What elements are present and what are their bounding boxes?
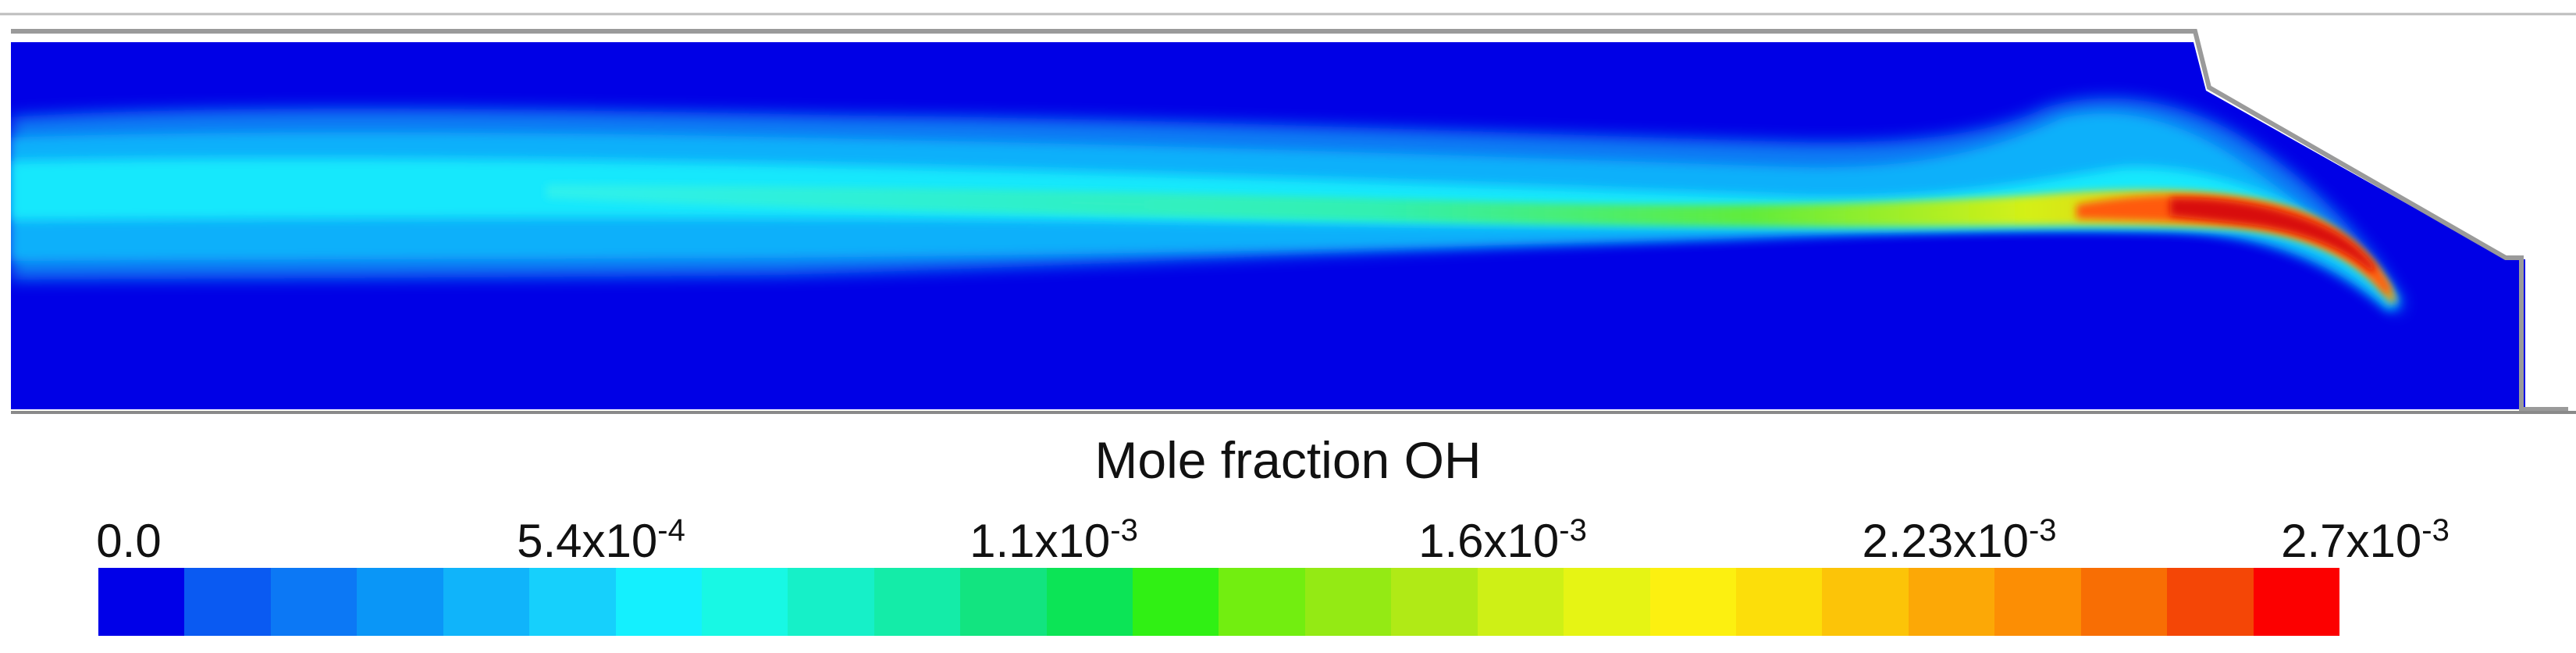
colorbar-swatch — [1822, 568, 1909, 636]
plume-peak-filament — [2076, 195, 2392, 294]
colorbar-swatch — [873, 568, 961, 636]
colorbar-swatch — [98, 568, 185, 636]
colorbar-tick-4: 2.23x10-3 — [1862, 513, 2057, 567]
oh-mole-fraction-contour-plot — [0, 12, 2576, 414]
colorbar-swatch — [1908, 568, 1995, 636]
colorbar-tick-5: 2.7x10-3 — [2281, 513, 2450, 567]
colorbar-swatch — [2080, 568, 2168, 636]
colorbar-swatch — [270, 568, 358, 636]
colorbar-swatch — [1564, 568, 1650, 636]
colorbar-swatch — [357, 568, 443, 636]
plume-peak-core — [2170, 198, 2376, 272]
colorbar-tick-1: 5.4x10-4 — [517, 513, 685, 567]
colorbar-swatch — [1133, 568, 1219, 636]
colorbar-tick-3: 1.6x10-3 — [1418, 513, 1587, 567]
plume-green-band — [546, 184, 2396, 303]
colorbar-swatch — [788, 568, 874, 636]
colorbar-swatch — [1994, 568, 2081, 636]
colorbar — [98, 568, 2339, 636]
colorbar-title: Mole fraction OH — [1094, 431, 1482, 489]
colorbar-swatch — [615, 568, 702, 636]
colorbar-swatch — [2167, 568, 2254, 636]
colorbar-swatch — [529, 568, 616, 636]
colorbar-swatch — [1304, 568, 1392, 636]
colorbar-swatch — [1736, 568, 1823, 636]
oh-plume — [11, 98, 2404, 312]
colorbar-swatch — [443, 568, 530, 636]
colorbar-swatch — [1046, 568, 1133, 636]
combustor-wall-outline — [11, 29, 2568, 412]
colorbar-swatch — [2253, 568, 2339, 636]
colorbar-swatch — [1477, 568, 1564, 636]
colorbar-tick-0: 0.0 — [96, 515, 162, 567]
colorbar-swatch — [701, 568, 788, 636]
colorbar-swatch — [184, 568, 271, 636]
colorbar-swatch — [1391, 568, 1478, 636]
colorbar-swatch — [960, 568, 1047, 636]
colorbar-swatch — [1649, 568, 1737, 636]
colorbar-tick-2: 1.1x10-3 — [970, 513, 1138, 567]
colorbar-swatch — [1219, 568, 1305, 636]
